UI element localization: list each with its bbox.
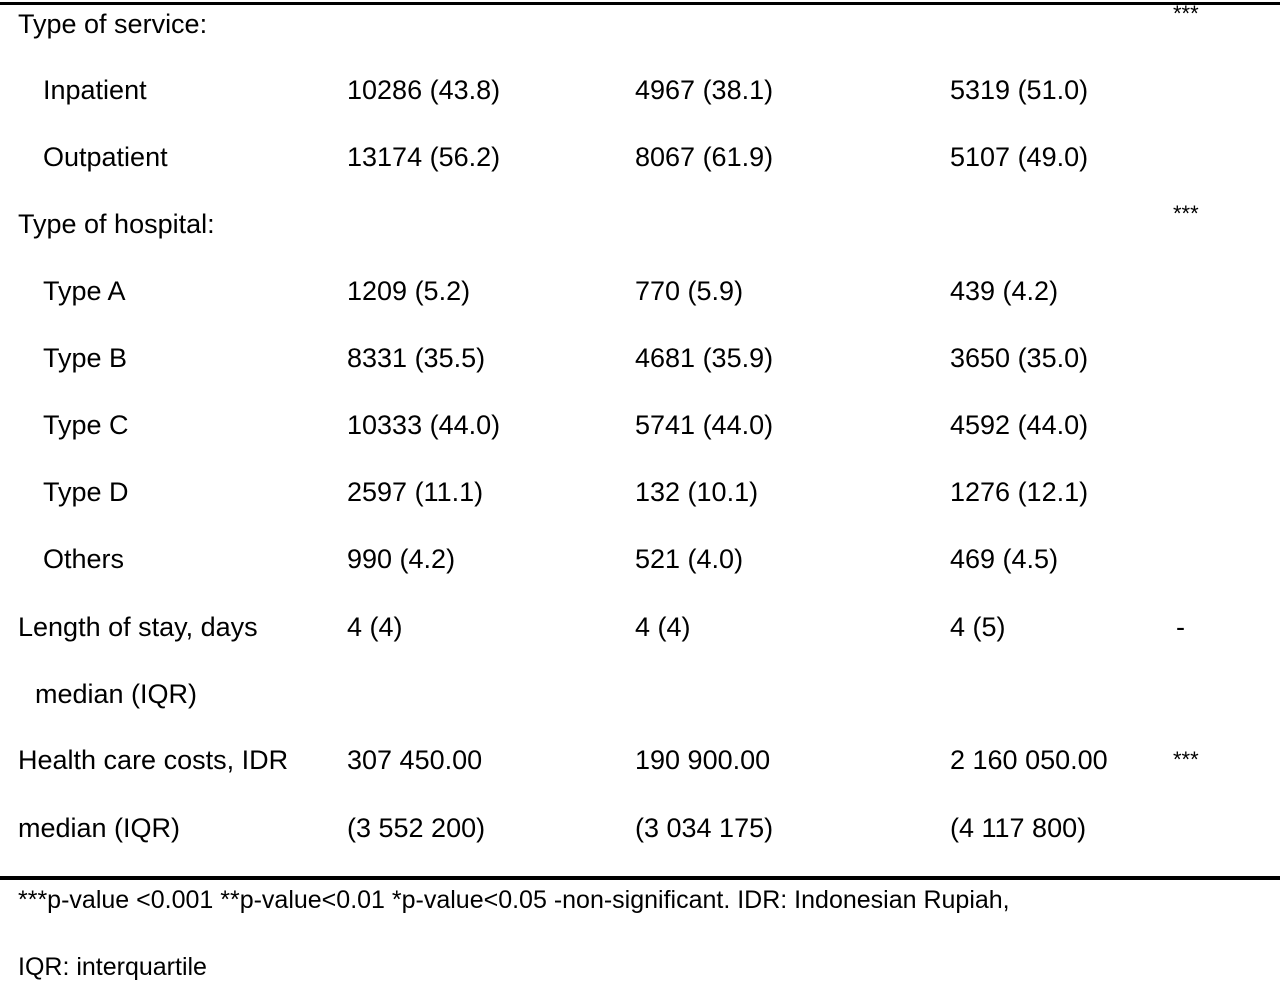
significance-marker: *** [1173,201,1199,226]
table-row: Type C 10333 (44.0) 5741 (44.0) 4592 (44… [0,405,1280,445]
row-label: Inpatient [43,75,147,105]
table-row: Others 990 (4.2) 521 (4.0) 469 (4.5) [0,539,1280,579]
table-cell: 8067 (61.9) [635,142,774,172]
table-top-rule [0,2,1280,5]
table-row: median (IQR) (3 552 200) (3 034 175) (4 … [0,808,1280,848]
table-cell: 469 (4.5) [950,544,1059,574]
table-row: Type B 8331 (35.5) 4681 (35.9) 3650 (35.… [0,338,1280,378]
table-cell: 521 (4.0) [635,544,744,574]
table-row: Health care costs, IDR 307 450.00 190 90… [0,740,1280,780]
table-cell: 4592 (44.0) [950,410,1089,440]
table-cell: (3 552 200) [347,813,486,843]
table-cell: 5107 (49.0) [950,142,1089,172]
significance-marker: *** [1173,1,1199,26]
table-row: Type of hospital: *** [0,201,1280,244]
table-cell: (4 117 800) [950,813,1087,843]
table-cell: 4 (5) [950,612,1006,642]
table-cell: 1276 (12.1) [950,477,1089,507]
row-label: Type B [43,343,128,373]
significance-marker: *** [1173,747,1199,772]
row-label: Type of service: [18,9,208,39]
table-cell: 4 (4) [635,612,691,642]
table-cell: 439 (4.2) [950,276,1059,306]
table-cell: 4 (4) [347,612,403,642]
table-bottom-rule [0,876,1280,880]
table-row: Type D 2597 (11.1) 132 (10.1) 1276 (12.1… [0,472,1280,512]
table-cell: 5741 (44.0) [635,410,774,440]
row-label: Type D [43,477,129,507]
table-row: Length of stay, days 4 (4) 4 (4) 4 (5) - [0,607,1280,647]
row-label: Type C [43,410,129,440]
table-cell: 1209 (5.2) [347,276,471,306]
table-cell: 190 900.00 [635,745,771,775]
row-label: Outpatient [43,142,168,172]
row-label: Length of stay, days [18,612,258,642]
table-cell: (3 034 175) [635,813,774,843]
table-cell: 4681 (35.9) [635,343,774,373]
footnote-line-2: IQR: interquartile [18,953,207,981]
row-label: Type of hospital: [18,209,215,239]
table-cell: 3650 (35.0) [950,343,1089,373]
table-cell: 132 (10.1) [635,477,759,507]
table-cell: 5319 (51.0) [950,75,1089,105]
table-cell: 10333 (44.0) [347,410,501,440]
table-row: Type A 1209 (5.2) 770 (5.9) 439 (4.2) [0,271,1280,311]
table-row: Type of service: *** [0,1,1280,44]
row-label: median (IQR) [35,679,198,709]
row-label: median (IQR) [18,813,181,843]
row-label: Others [43,544,125,574]
table-cell: 4967 (38.1) [635,75,774,105]
significance-marker: - [1176,612,1185,642]
row-label: Type A [43,276,126,306]
row-label: Health care costs, IDR [18,745,289,775]
table-row: median (IQR) [0,674,1280,714]
table-cell: 10286 (43.8) [347,75,501,105]
table-cell: 307 450.00 [347,745,483,775]
table-cell: 13174 (56.2) [347,142,501,172]
table-cell: 990 (4.2) [347,544,456,574]
table-cell: 8331 (35.5) [347,343,486,373]
table-row: Inpatient 10286 (43.8) 4967 (38.1) 5319 … [0,70,1280,110]
table-row: Outpatient 13174 (56.2) 8067 (61.9) 5107… [0,137,1280,177]
table-cell: 770 (5.9) [635,276,744,306]
table-cell: 2597 (11.1) [347,477,484,507]
table-cell: 2 160 050.00 [950,745,1108,775]
footnote-line-1: ***p-value <0.001 **p-value<0.01 *p-valu… [18,886,1010,914]
